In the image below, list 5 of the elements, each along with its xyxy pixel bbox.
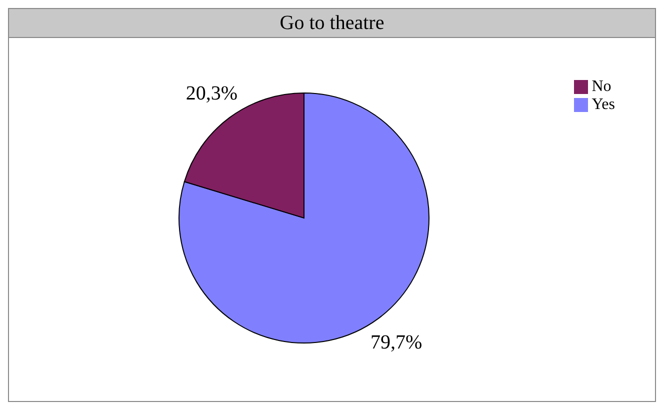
legend-label: Yes [592, 96, 615, 113]
data-label: 20,3% [186, 82, 238, 104]
chart-title: Go to theatre [9, 9, 655, 38]
legend-label: No [592, 78, 612, 95]
data-label: 79,7% [370, 332, 422, 354]
